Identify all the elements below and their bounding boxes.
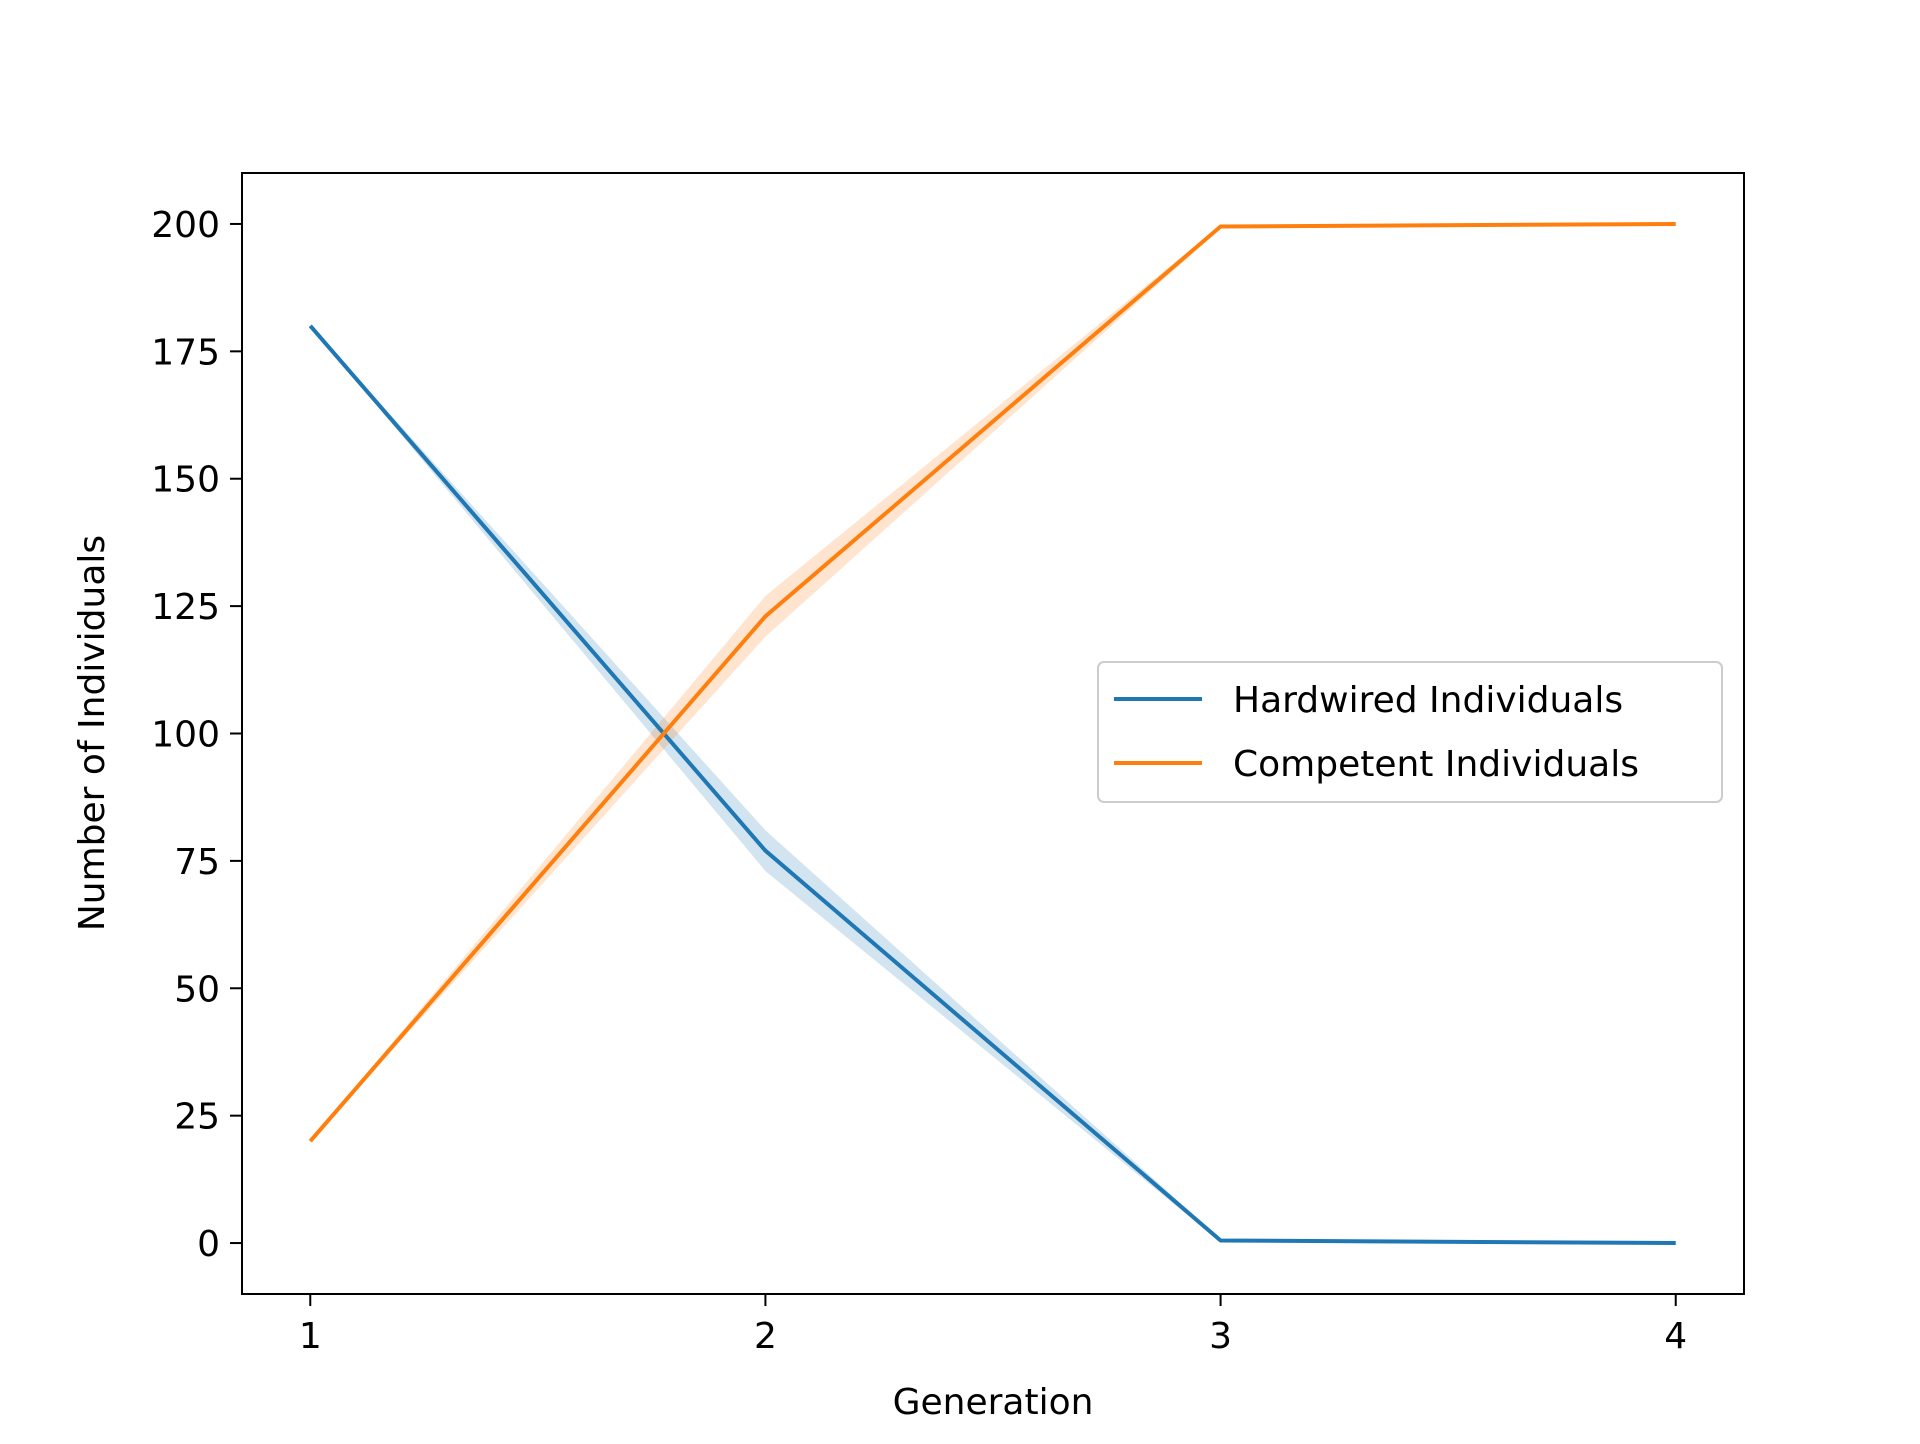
y-tick-label: 0 bbox=[197, 1224, 220, 1265]
x-tick-label: 3 bbox=[1209, 1316, 1232, 1357]
y-tick-label: 150 bbox=[151, 460, 220, 501]
y-tick-label: 75 bbox=[174, 842, 220, 883]
y-tick-label: 175 bbox=[151, 332, 220, 373]
x-tick-label: 1 bbox=[299, 1316, 322, 1357]
y-tick-label: 100 bbox=[151, 715, 220, 756]
x-tick-label: 4 bbox=[1664, 1316, 1687, 1357]
legend-label-hardwired: Hardwired Individuals bbox=[1233, 680, 1623, 721]
y-tick-label: 125 bbox=[151, 587, 220, 628]
legend: Hardwired Individuals Competent Individu… bbox=[1098, 662, 1722, 802]
x-axis-label: Generation bbox=[893, 1382, 1094, 1423]
x-tick-label: 2 bbox=[754, 1316, 777, 1357]
legend-label-competent: Competent Individuals bbox=[1233, 744, 1639, 785]
y-tick-label: 200 bbox=[151, 205, 220, 246]
y-tick-label: 50 bbox=[174, 969, 220, 1010]
y-axis-label: Number of Individuals bbox=[72, 535, 113, 931]
y-tick-label: 25 bbox=[174, 1097, 220, 1138]
